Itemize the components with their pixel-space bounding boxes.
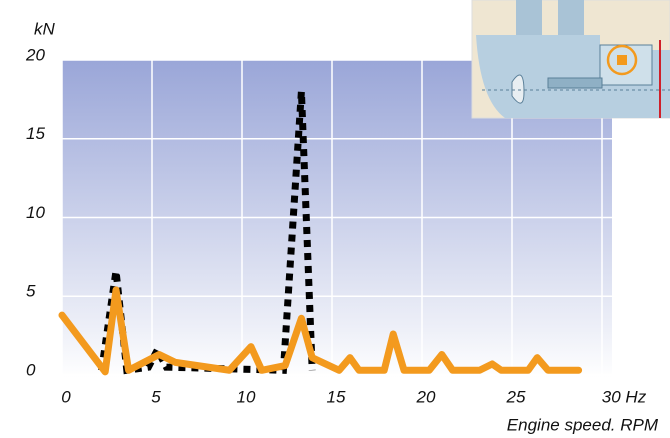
x-tick-label: 5	[151, 387, 161, 406]
inset-diagram	[471, 0, 670, 119]
solid-line	[58, 286, 583, 376]
x-tick-label: 0	[61, 387, 71, 406]
x-tick-label: 25	[506, 387, 526, 406]
y-tick-label: 20	[25, 45, 45, 64]
x-tick-label: 30 Hz	[602, 387, 647, 406]
y-axis-label: kN	[34, 19, 56, 38]
y-tick-label: 0	[26, 360, 36, 379]
y-tick-label: 15	[26, 124, 45, 143]
x-tick-label: 15	[327, 387, 346, 406]
y-tick-label: 10	[26, 203, 45, 222]
x-axis-label: Engine speed. RPM	[507, 415, 659, 434]
x-tick-label: 10	[237, 387, 256, 406]
y-tick-label: 5	[26, 282, 36, 301]
x-tick-label: 20	[416, 387, 436, 406]
